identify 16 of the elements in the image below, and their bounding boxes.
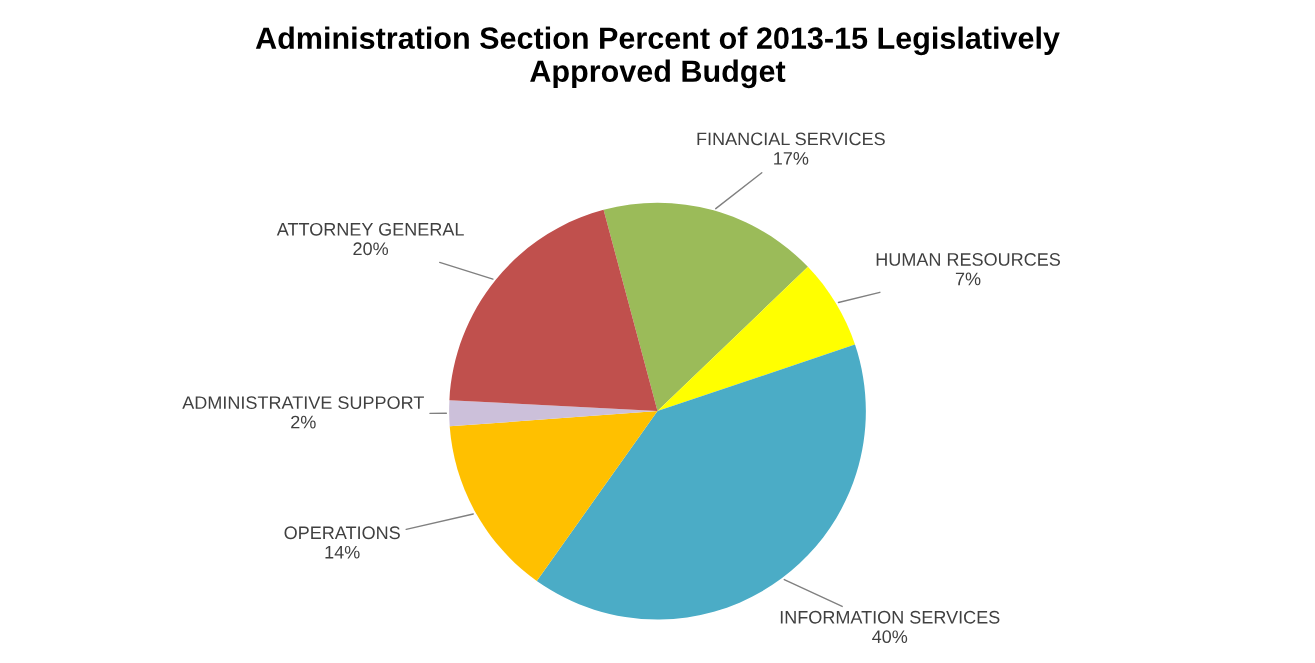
data-label: 20% xyxy=(353,242,389,256)
data-label: 14% xyxy=(325,545,360,559)
data-label: 17% xyxy=(774,152,809,165)
slice-label: ATTORNEY GENERAL xyxy=(276,222,464,236)
slice-label: ADMINISTRATIVE SUPPORT xyxy=(182,396,424,410)
pie-slice xyxy=(657,266,855,412)
data-label: 2% xyxy=(291,415,316,429)
chart-title: Administration Section Percent of 2013-15 Legislatively Approved Budget xyxy=(255,26,1060,89)
slice-label: INFORMATION SERVICES xyxy=(780,610,1000,624)
data-label: 7% xyxy=(955,272,981,286)
slice-label: HUMAN RESOURCES xyxy=(876,253,1060,266)
pie-slice xyxy=(603,202,808,412)
data-label: 40% xyxy=(872,630,908,644)
slice-label: FINANCIAL SERVICES xyxy=(697,132,885,146)
slice-label: OPERATIONS xyxy=(284,526,400,540)
pie-slice xyxy=(449,411,658,581)
